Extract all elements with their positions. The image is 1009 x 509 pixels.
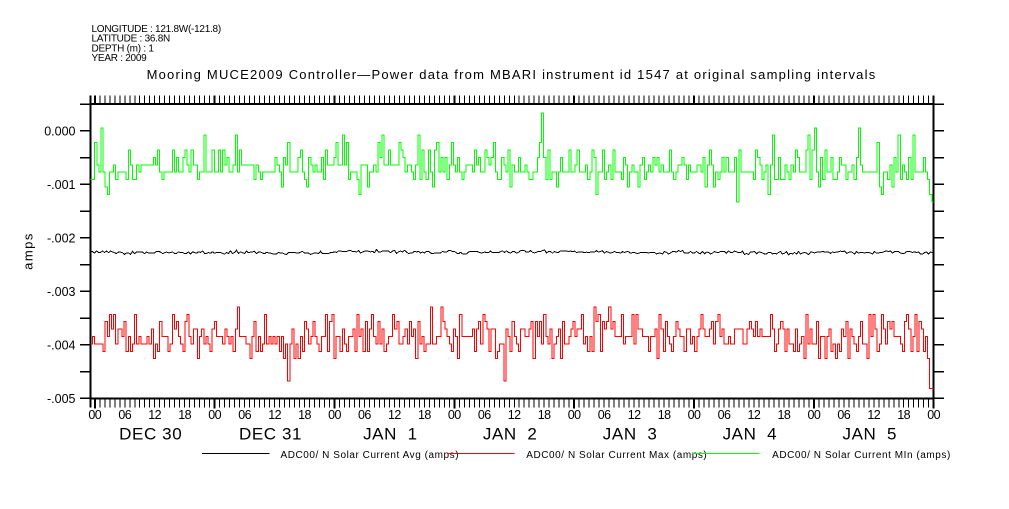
svg-text:18: 18 — [298, 408, 311, 422]
svg-text:00: 00 — [328, 408, 341, 422]
svg-text:JAN 5: JAN 5 — [842, 425, 897, 444]
svg-text:ADC00/ N Solar Current Max (am: ADC00/ N Solar Current Max (amps) — [526, 450, 707, 461]
svg-text:12: 12 — [508, 408, 521, 422]
svg-text:JAN 4: JAN 4 — [723, 425, 778, 444]
svg-text:JAN 2: JAN 2 — [483, 425, 538, 444]
svg-text:12: 12 — [148, 408, 161, 422]
svg-text:JAN 1: JAN 1 — [363, 425, 418, 444]
svg-text:18: 18 — [538, 408, 551, 422]
svg-text:06: 06 — [837, 408, 850, 422]
svg-text:-.003: -.003 — [47, 285, 76, 299]
svg-text:12: 12 — [268, 408, 281, 422]
svg-text:00: 00 — [927, 408, 940, 422]
svg-text:-.004: -.004 — [47, 339, 76, 353]
svg-text:ADC00/ N Solar Current MIn (am: ADC00/ N Solar Current MIn (amps) — [772, 450, 951, 461]
svg-text:12: 12 — [628, 408, 641, 422]
svg-text:06: 06 — [358, 408, 371, 422]
svg-text:00: 00 — [807, 408, 820, 422]
svg-text:00: 00 — [688, 408, 701, 422]
svg-text:12: 12 — [747, 408, 760, 422]
svg-text:18: 18 — [658, 408, 671, 422]
svg-text:LONGITUDE : 121.8W(-121.8): LONGITUDE : 121.8W(-121.8) — [92, 24, 221, 35]
svg-text:12: 12 — [388, 408, 401, 422]
svg-text:06: 06 — [118, 408, 131, 422]
svg-text:DEC 30: DEC 30 — [119, 425, 182, 444]
svg-text:12: 12 — [867, 408, 880, 422]
svg-text:06: 06 — [478, 408, 491, 422]
svg-text:amps: amps — [21, 232, 36, 270]
svg-text:06: 06 — [718, 408, 731, 422]
svg-text:DEC 31: DEC 31 — [239, 425, 302, 444]
svg-text:00: 00 — [208, 408, 221, 422]
svg-text:18: 18 — [897, 408, 910, 422]
svg-text:06: 06 — [238, 408, 251, 422]
svg-text:Mooring MUCE2009 Controller—Po: Mooring MUCE2009 Controller—Power data f… — [147, 67, 877, 82]
svg-text:0.000: 0.000 — [44, 125, 75, 139]
svg-text:06: 06 — [598, 408, 611, 422]
svg-text:-.005: -.005 — [47, 392, 76, 406]
svg-text:ADC00/ N Solar Current Avg (am: ADC00/ N Solar Current Avg (amps) — [281, 450, 460, 461]
svg-text:-.001: -.001 — [47, 178, 76, 192]
svg-text:18: 18 — [777, 408, 790, 422]
svg-text:00: 00 — [448, 408, 461, 422]
svg-text:18: 18 — [178, 408, 191, 422]
svg-text:DEPTH (m) : 1: DEPTH (m) : 1 — [92, 43, 155, 54]
svg-text:YEAR : 2009: YEAR : 2009 — [92, 53, 148, 64]
svg-text:00: 00 — [88, 408, 101, 422]
svg-text:00: 00 — [568, 408, 581, 422]
svg-text:LATITUDE : 36.8N: LATITUDE : 36.8N — [92, 34, 170, 45]
svg-text:JAN 3: JAN 3 — [603, 425, 658, 444]
svg-text:18: 18 — [418, 408, 431, 422]
svg-text:-.002: -.002 — [47, 232, 76, 246]
